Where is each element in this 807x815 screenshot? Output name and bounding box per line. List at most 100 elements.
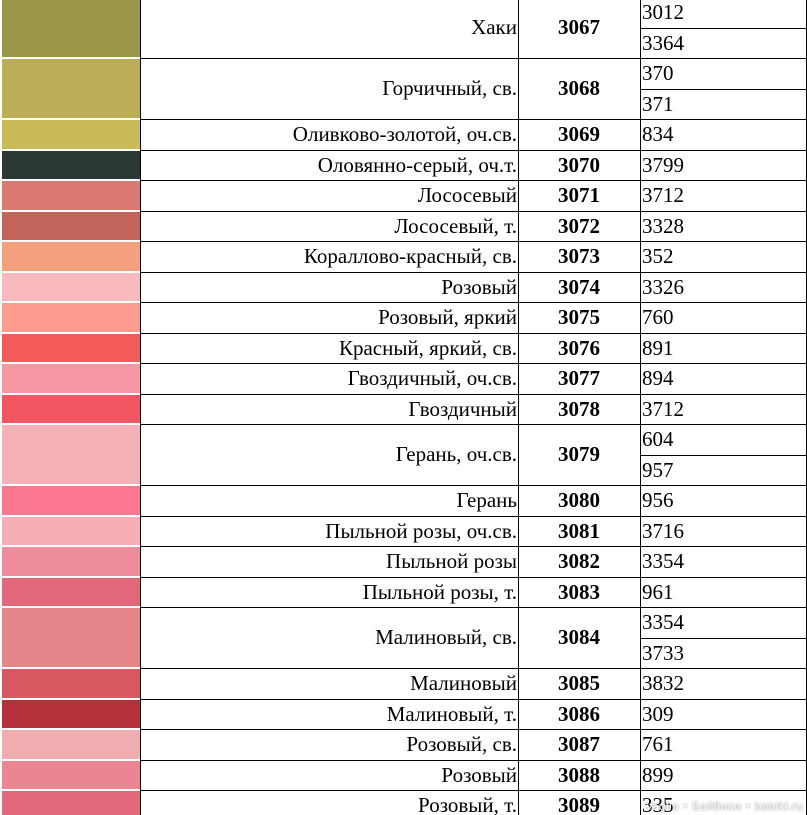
column-border [140, 0, 141, 815]
color-name: Хаки [471, 15, 517, 39]
dmc-number: 3712 [642, 397, 684, 421]
color-code: 3067 [558, 15, 600, 39]
color-code: 3080 [558, 488, 600, 512]
dmc-number: 371 [642, 92, 674, 116]
color-swatch [2, 578, 140, 606]
color-code: 3072 [558, 213, 600, 238]
color-name: Герань [456, 488, 518, 512]
table-row: Розовый, св. 3087 761 [0, 729, 807, 760]
color-name: Пыльной розы, т. [362, 579, 517, 604]
dmc-number: 3354 [642, 549, 684, 573]
table-row: Розовый 3074 3326 [0, 272, 807, 302]
color-swatch [2, 334, 140, 362]
color-name: Малиновый [410, 671, 517, 695]
color-swatch [2, 517, 140, 545]
color-swatch [2, 791, 140, 815]
color-swatch [2, 761, 140, 789]
row-border [141, 668, 807, 669]
dmc-number: 961 [642, 580, 674, 604]
color-name: Малиновый, св. [375, 625, 517, 649]
color-name: Розовый [441, 762, 517, 787]
color-code: 3075 [558, 305, 600, 329]
color-name: Оловянно-серый, оч.т. [317, 152, 517, 177]
column-border [518, 0, 519, 815]
dmc-number: 3799 [642, 153, 684, 177]
table-row: Горчичный, св. 3068 370 371 [0, 58, 807, 119]
row-border [141, 58, 807, 59]
color-name: Лососевый, т. [394, 213, 517, 238]
color-swatch [2, 669, 140, 698]
row-border [141, 180, 807, 181]
row-border [641, 638, 807, 639]
dmc-number: 760 [642, 305, 674, 329]
color-name: Гвоздичный [408, 396, 517, 421]
color-code: 3069 [558, 122, 600, 146]
table-row: Малиновый, т. 3086 309 [0, 699, 807, 729]
color-code: 3083 [558, 579, 600, 604]
row-border [141, 607, 807, 608]
color-code: 3082 [558, 549, 600, 573]
table-row: Малиновый 3085 3832 [0, 668, 807, 699]
color-name: Пыльной розы, оч.св. [325, 518, 517, 543]
row-border [141, 272, 807, 273]
dmc-number: 3832 [642, 671, 684, 695]
color-swatch [2, 242, 140, 271]
color-code: 3087 [558, 732, 600, 756]
table-row: Розовый, яркий 3075 760 [0, 302, 807, 333]
row-border [141, 729, 807, 730]
color-code: 3088 [558, 762, 600, 787]
row-border [141, 119, 807, 120]
table-row: Оливково-золотой, оч.св. 3069 834 [0, 119, 807, 150]
table-row: Хаки 3067 3012 3364 [0, 0, 807, 58]
color-name: Горчичный, св. [382, 76, 517, 100]
table-row: Гвоздичный, оч.св. 3077 894 [0, 363, 807, 394]
watermark-text: Vaglia • Байбики • babiki.ru [645, 800, 803, 813]
dmc-number: 834 [642, 122, 674, 146]
color-swatch [2, 0, 140, 57]
row-border [641, 455, 807, 456]
color-code: 3071 [558, 183, 600, 207]
row-border [141, 699, 807, 700]
dmc-number: 3733 [642, 641, 684, 665]
table-row: Малиновый, св. 3084 3354 3733 [0, 607, 807, 668]
table-row: Оловянно-серый, оч.т. 3070 3799 [0, 150, 807, 180]
row-border [641, 28, 807, 29]
color-code: 3089 [558, 793, 600, 815]
row-border [141, 790, 807, 791]
color-name: Розовый [441, 274, 517, 299]
color-swatch [2, 425, 140, 484]
table-row: Герань 3080 956 [0, 485, 807, 516]
row-border [141, 302, 807, 303]
table-row: Пыльной розы 3082 3354 [0, 546, 807, 577]
color-swatch [2, 486, 140, 515]
color-code: 3074 [558, 274, 600, 299]
dmc-number: 3012 [642, 0, 684, 24]
dmc-number: 891 [642, 336, 674, 360]
color-name: Розовый, т. [418, 793, 517, 815]
color-name: Кораллово-красный, св. [303, 244, 517, 268]
color-swatch [2, 608, 140, 667]
color-code: 3068 [558, 76, 600, 100]
row-border [141, 363, 807, 364]
color-name: Оливково-золотой, оч.св. [292, 122, 517, 146]
color-name: Лососевый [417, 183, 517, 207]
color-name: Розовый, св. [406, 732, 517, 756]
color-code: 3078 [558, 396, 600, 421]
color-name: Герань, оч.св. [395, 442, 517, 466]
color-name: Пыльной розы [386, 549, 517, 573]
dmc-number: 3712 [642, 183, 684, 207]
row-border [141, 394, 807, 395]
color-swatch [2, 181, 140, 210]
color-swatch [2, 547, 140, 576]
table-row: Лососевый 3071 3712 [0, 180, 807, 211]
color-code: 3079 [558, 442, 600, 466]
color-swatch [2, 59, 140, 118]
color-swatch [2, 700, 140, 728]
color-code: 3077 [558, 366, 600, 390]
color-name: Розовый, яркий [378, 305, 517, 329]
color-code: 3070 [558, 152, 600, 177]
table-row: Розовый 3088 899 [0, 760, 807, 790]
table-row: Гвоздичный 3078 3712 [0, 394, 807, 424]
row-border [141, 241, 807, 242]
